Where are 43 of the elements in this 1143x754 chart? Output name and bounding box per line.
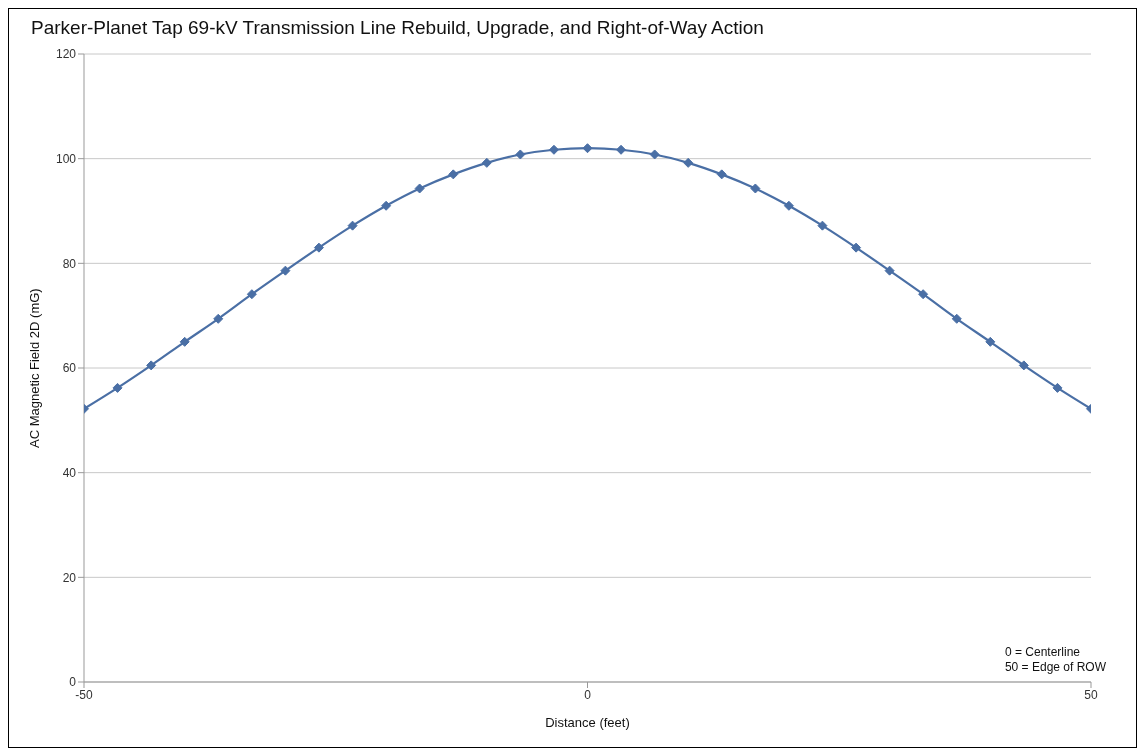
point: [347, 220, 358, 231]
point: [246, 289, 257, 300]
point: [616, 144, 627, 155]
point: [716, 169, 727, 180]
y-tick-label: 100: [55, 151, 77, 166]
point: [448, 169, 459, 180]
y-tick-label: 80: [62, 256, 77, 271]
point: [313, 242, 324, 253]
y-tick-label: 0: [69, 675, 77, 690]
x-axis-title: Distance (feet): [545, 715, 630, 730]
point: [918, 289, 929, 300]
point: [750, 183, 761, 194]
point: [280, 265, 291, 276]
point: [817, 220, 828, 231]
point: [783, 200, 794, 211]
y-tick-label: 60: [62, 361, 77, 376]
y-tick-label: 40: [62, 465, 77, 480]
point: [481, 157, 492, 168]
y-tick-label: 20: [62, 570, 77, 585]
point: [1018, 360, 1029, 371]
point: [179, 336, 190, 347]
point: [683, 157, 694, 168]
y-tick-label: 120: [55, 47, 77, 62]
point: [851, 242, 862, 253]
point: [884, 265, 895, 276]
point: [414, 183, 425, 194]
y-axis-title: AC Magnetic Field 2D (mG): [26, 288, 42, 448]
point: [146, 360, 157, 371]
annotation: 0 = Centerline 50 = Edge of ROW: [1004, 645, 1106, 675]
point: [548, 144, 559, 155]
point: [112, 382, 123, 393]
point: [649, 149, 660, 160]
point: [381, 200, 392, 211]
point: [515, 149, 526, 160]
point: [985, 336, 996, 347]
x-tick-label: 50: [1084, 687, 1098, 702]
x-tick-label: 0: [584, 687, 592, 702]
point: [1052, 382, 1063, 393]
chart-title: Parker-Planet Tap 69-kV Transmission Line Rebuild, Upgrade, and Right-of-Way Action: [31, 17, 764, 39]
point: [213, 313, 224, 324]
point: [951, 313, 962, 324]
x-tick-label: -50: [75, 687, 93, 702]
point: [582, 143, 593, 154]
